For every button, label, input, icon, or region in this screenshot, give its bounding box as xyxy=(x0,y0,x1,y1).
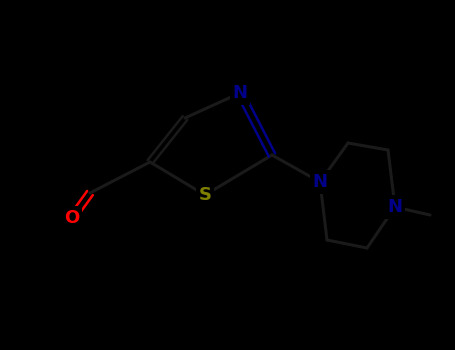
Text: N: N xyxy=(313,173,328,191)
Text: N: N xyxy=(388,198,403,216)
Text: N: N xyxy=(233,84,248,102)
Text: S: S xyxy=(198,186,212,204)
Text: O: O xyxy=(64,209,80,227)
